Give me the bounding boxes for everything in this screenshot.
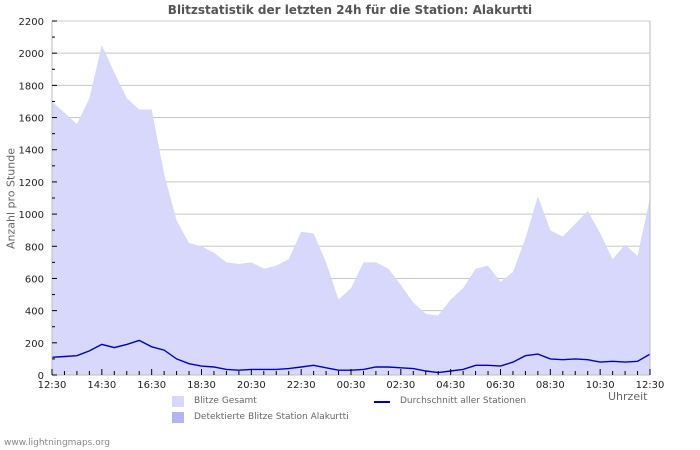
svg-text:06:30: 06:30 <box>486 380 515 391</box>
legend-label-average: Durchschnitt aller Stationen <box>400 396 527 406</box>
legend-label-total: Blitze Gesamt <box>194 396 257 406</box>
svg-text:02:30: 02:30 <box>386 380 415 391</box>
svg-text:0: 0 <box>38 371 44 382</box>
svg-text:12:30: 12:30 <box>38 380 67 391</box>
svg-text:08:30: 08:30 <box>536 380 565 391</box>
svg-text:1200: 1200 <box>19 178 44 189</box>
svg-text:20:30: 20:30 <box>237 380 266 391</box>
svg-text:22:30: 22:30 <box>287 380 316 391</box>
x-axis-label: Uhrzeit <box>608 390 648 403</box>
svg-text:800: 800 <box>25 242 44 253</box>
svg-text:2200: 2200 <box>19 17 44 28</box>
legend-swatch-detected <box>172 412 184 423</box>
svg-text:400: 400 <box>25 307 44 318</box>
chart-title: Blitzstatistik der letzten 24h für die S… <box>167 3 533 17</box>
legend-label-detected: Detektierte Blitze Station Alakurtti <box>194 412 349 422</box>
svg-text:1400: 1400 <box>19 146 44 157</box>
x-axis-ticks: 12:30 14:30 16:30 18:30 20:30 22:30 00:30 02:30… <box>38 369 665 391</box>
svg-text:00:30: 00:30 <box>337 380 366 391</box>
svg-text:16:30: 16:30 <box>137 380 166 391</box>
svg-text:1600: 1600 <box>19 114 44 125</box>
svg-text:14:30: 14:30 <box>87 380 116 391</box>
svg-text:04:30: 04:30 <box>436 380 465 391</box>
legend-swatch-total <box>172 396 184 407</box>
svg-text:1000: 1000 <box>19 210 44 221</box>
svg-text:2000: 2000 <box>19 49 44 60</box>
y-axis-ticks: 0 200 400 600 800 1000 1200 1400 1600 1800 2000 220… <box>19 17 57 382</box>
svg-text:600: 600 <box>25 274 44 285</box>
svg-text:12:30: 12:30 <box>636 380 665 391</box>
data-areas <box>52 45 650 375</box>
legend-line-average <box>374 401 390 403</box>
svg-text:1800: 1800 <box>19 81 44 92</box>
source-footer: www.lightningmaps.org <box>4 438 110 448</box>
svg-text:10:30: 10:30 <box>586 380 615 391</box>
svg-text:18:30: 18:30 <box>187 380 216 391</box>
svg-text:200: 200 <box>25 339 44 350</box>
